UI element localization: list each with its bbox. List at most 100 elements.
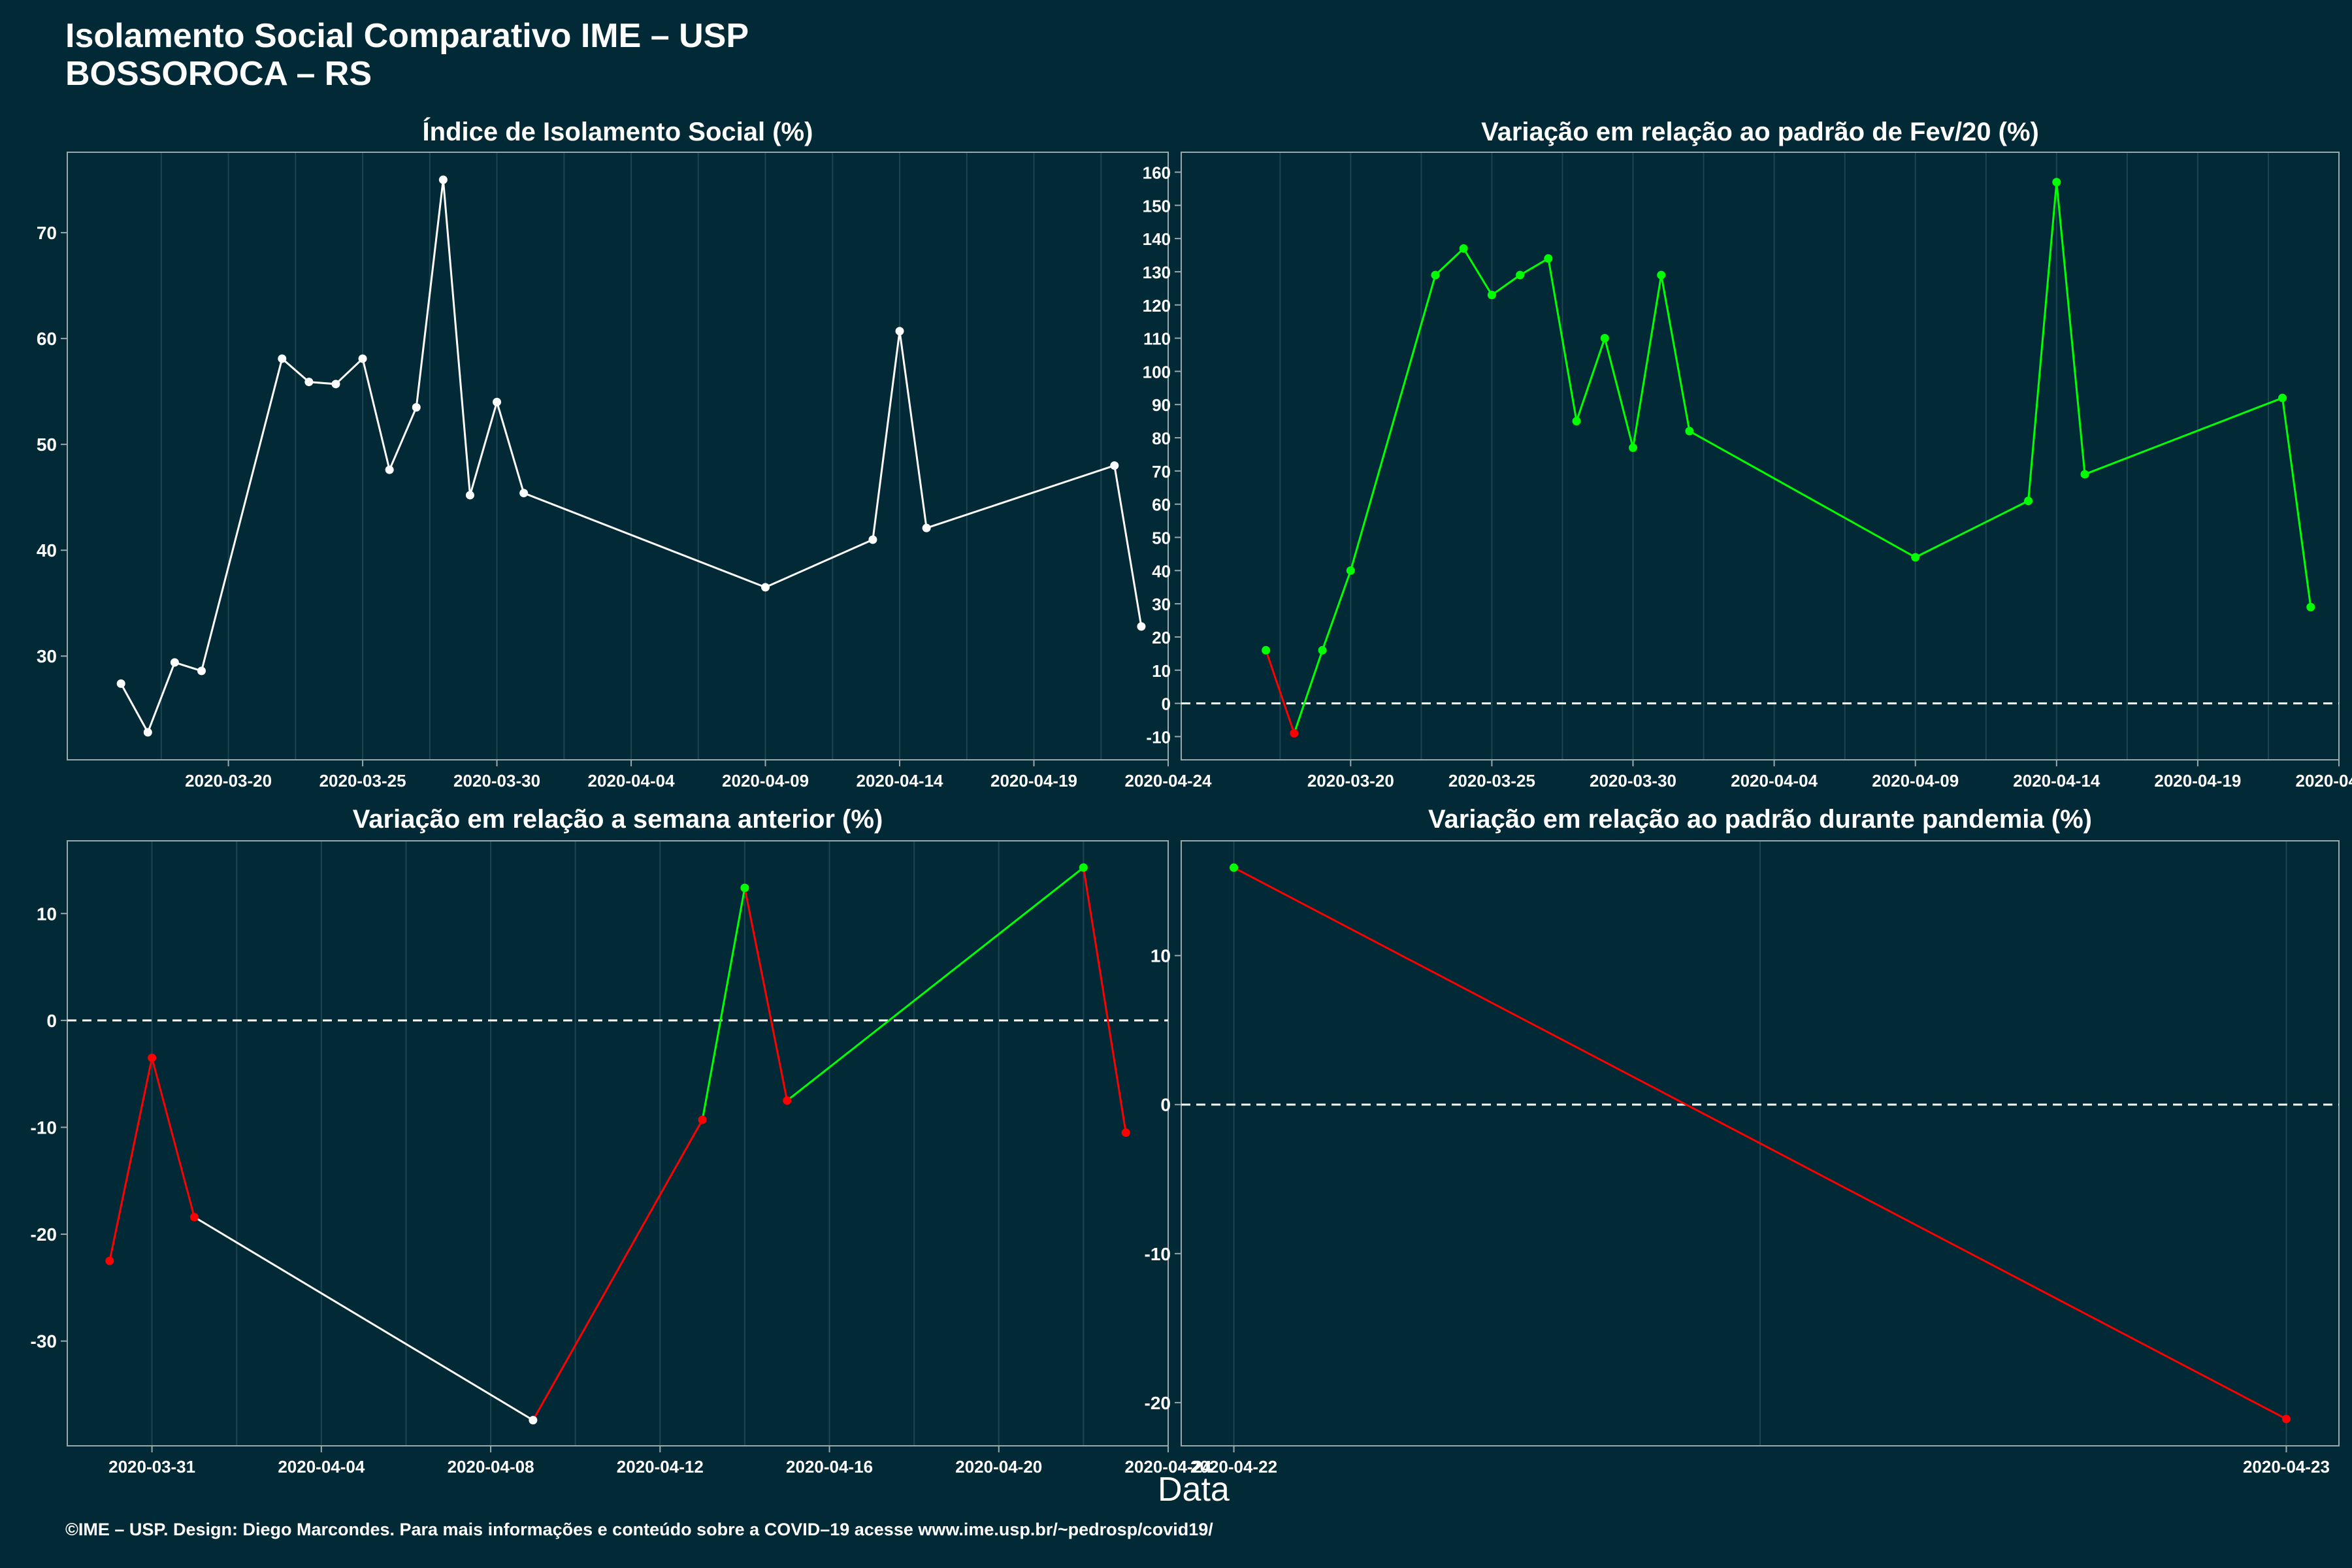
x-tick-label: 2020-04-14 <box>857 771 944 791</box>
x-tick-label: 2020-04-24 <box>2296 771 2352 791</box>
data-point <box>1230 863 1239 872</box>
x-tick-label: 2020-04-09 <box>1872 771 1959 791</box>
series-segment <box>174 661 202 672</box>
data-point <box>1431 270 1440 280</box>
x-tick-label: 2020-03-31 <box>108 1457 195 1477</box>
x-axis-label: Data <box>1158 1471 1230 1509</box>
y-tick-label: 130 <box>1143 263 1171 282</box>
series-segment <box>201 358 284 672</box>
series-segment <box>146 662 176 733</box>
data-point <box>278 354 287 363</box>
series-segment <box>926 465 1115 529</box>
series-segment <box>1547 258 1578 421</box>
series-segment <box>1265 649 1296 734</box>
series-segment <box>764 538 874 589</box>
x-tick-label: 2020-04-12 <box>617 1457 704 1477</box>
series-segment <box>1689 430 1916 559</box>
y-tick-label: 20 <box>1152 628 1171 647</box>
series-segment <box>1660 274 1691 432</box>
data-point <box>2080 470 2089 479</box>
series-segment <box>523 492 766 589</box>
x-tick-label: 2020-04-19 <box>2154 771 2241 791</box>
x-tick-label: 2020-04-24 <box>1125 1457 1213 1477</box>
plot-border <box>67 840 1169 1446</box>
data-point <box>1911 553 1920 562</box>
data-point <box>385 465 394 474</box>
series-segment <box>151 1057 195 1218</box>
series-segment <box>2084 397 2283 476</box>
data-point <box>1137 622 1146 631</box>
series-segment <box>1462 248 1493 296</box>
x-tick-label: 2020-04-04 <box>588 771 676 791</box>
series-segment <box>532 1119 704 1421</box>
y-tick-label: 100 <box>1143 362 1171 382</box>
series-segment <box>496 401 525 494</box>
data-point <box>358 354 367 363</box>
x-tick-label: 2020-04-14 <box>2013 771 2100 791</box>
x-tick-label: 2020-03-25 <box>1448 771 1535 791</box>
y-tick-label: 140 <box>1143 229 1171 249</box>
y-tick-label: 30 <box>37 646 57 666</box>
x-tick-label: 2020-03-30 <box>453 771 540 791</box>
y-tick-label: 70 <box>37 223 57 243</box>
series-segment <box>335 357 364 385</box>
series-segment <box>2027 182 2058 501</box>
series-segment <box>1349 274 1437 571</box>
data-point <box>895 327 904 336</box>
x-tick-label: 2020-03-25 <box>319 771 406 791</box>
series-segment <box>120 683 149 733</box>
y-tick-label: -20 <box>31 1224 57 1245</box>
panel-title-isolamento: Índice de Isolamento Social (%) <box>422 118 813 146</box>
series-segment <box>1603 338 1634 448</box>
data-point <box>1346 566 1355 575</box>
x-tick-label: 2020-04-20 <box>955 1457 1042 1477</box>
series-segment <box>1575 338 1606 422</box>
data-point <box>148 1053 157 1062</box>
y-tick-label: 40 <box>37 540 57 561</box>
y-tick-label: 50 <box>1152 529 1171 548</box>
y-tick-label: 10 <box>37 904 57 924</box>
series-segment <box>1915 500 2029 559</box>
y-tick-label: 60 <box>1152 495 1171 515</box>
series-segment <box>469 401 498 496</box>
series-segment <box>193 1216 534 1422</box>
series-segment <box>442 179 471 496</box>
title-line-1: Isolamento Social Comparativo IME – USP <box>65 17 749 55</box>
series-segment <box>361 358 391 470</box>
x-tick-label: 2020-03-20 <box>185 771 272 791</box>
data-point <box>868 535 877 544</box>
x-tick-label: 2020-03-20 <box>1307 771 1394 791</box>
data-point <box>197 666 206 676</box>
data-point <box>493 397 502 406</box>
x-tick-label: 2020-04-22 <box>1190 1457 1277 1477</box>
panel-title-variacao-pandemia: Variação em relação ao padrão durante pa… <box>1428 805 2092 834</box>
data-point <box>2052 178 2061 187</box>
y-tick-label: 0 <box>1162 694 1171 714</box>
x-tick-label: 2020-04-04 <box>278 1457 365 1477</box>
series-segment <box>2055 182 2086 475</box>
series-segment <box>743 887 789 1101</box>
y-tick-label: -10 <box>31 1117 57 1137</box>
data-point <box>1629 443 1638 452</box>
series-segment <box>1321 570 1352 651</box>
series-segment <box>786 866 1085 1102</box>
y-tick-label: 0 <box>1160 1095 1171 1115</box>
data-point <box>331 380 340 389</box>
series-segment <box>1113 465 1143 627</box>
series-segment <box>1632 274 1663 448</box>
y-tick-label: 110 <box>1143 329 1171 349</box>
chart-title: Isolamento Social Comparativo IME – USP … <box>65 17 749 93</box>
data-point <box>1685 427 1694 436</box>
data-point <box>761 583 770 592</box>
data-point <box>465 491 474 500</box>
data-point <box>783 1096 792 1105</box>
y-tick-label: 90 <box>1152 395 1171 415</box>
data-point <box>2306 602 2315 612</box>
x-tick-label: 2020-04-23 <box>2243 1457 2330 1477</box>
series-segment <box>415 179 444 408</box>
x-tick-label: 2020-04-16 <box>786 1457 873 1477</box>
data-point <box>1516 270 1525 280</box>
series-segment <box>1293 649 1324 734</box>
